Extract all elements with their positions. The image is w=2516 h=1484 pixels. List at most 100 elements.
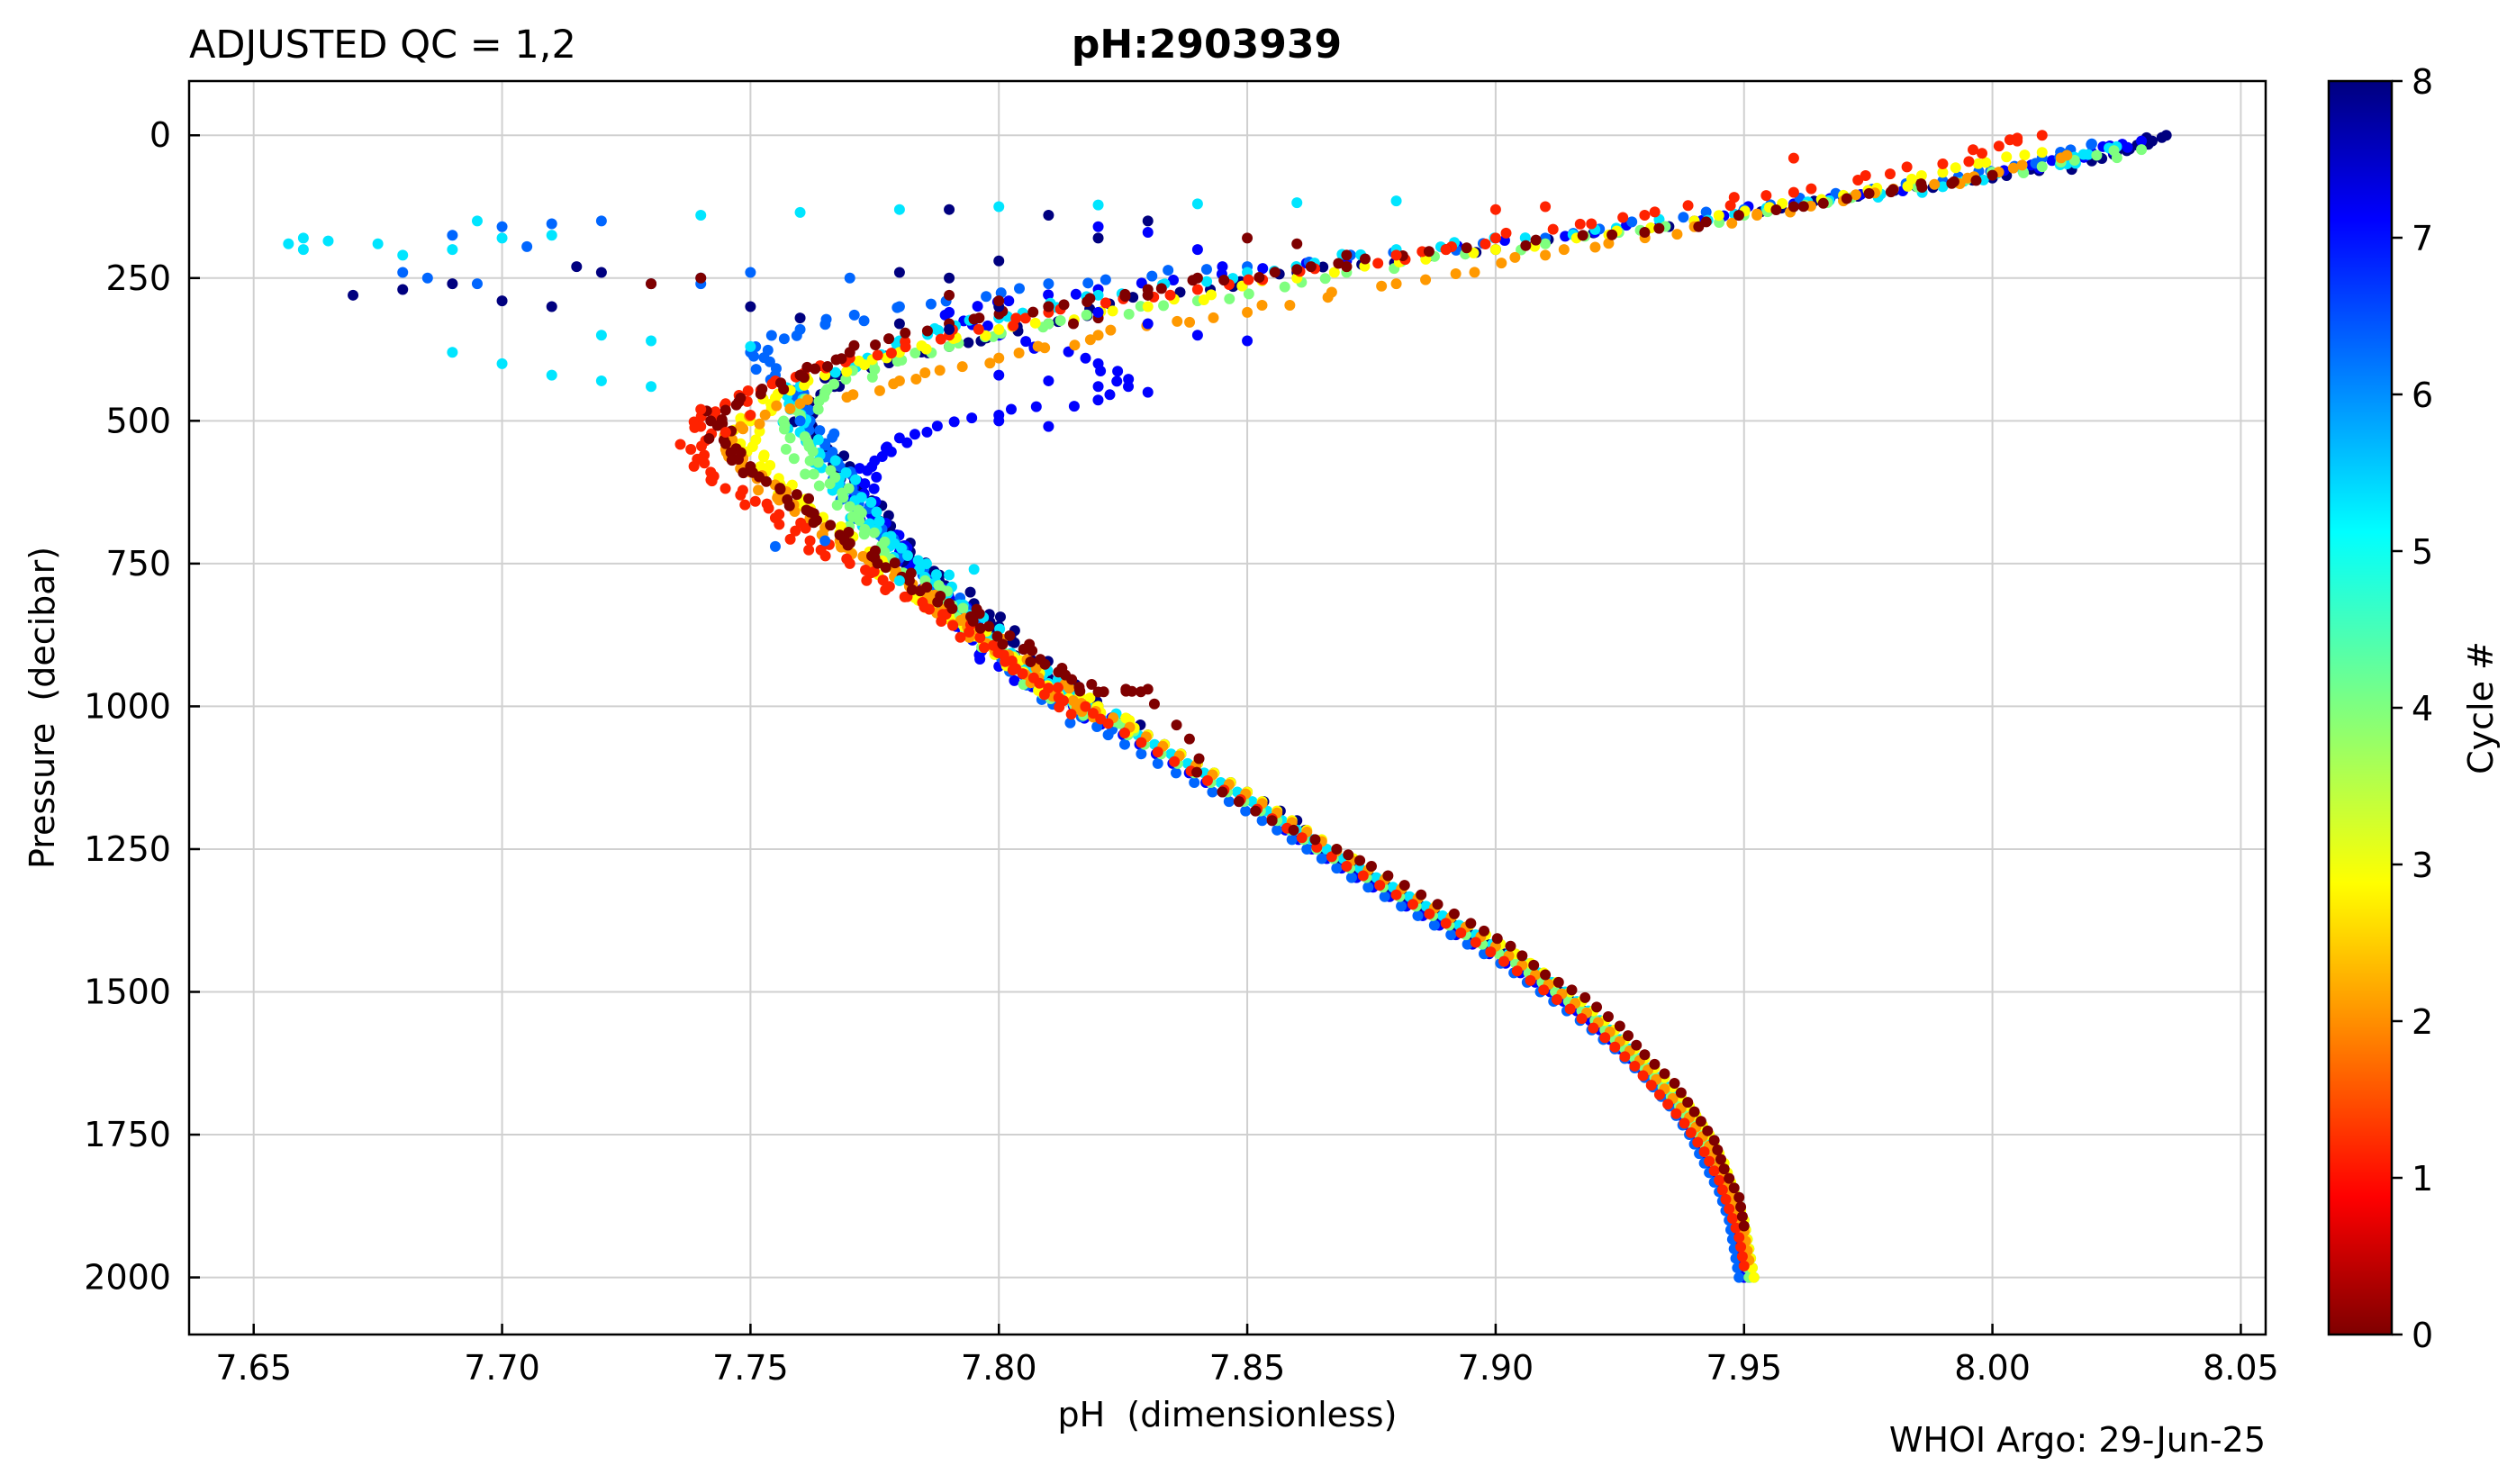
- data-point: [771, 400, 783, 412]
- data-point: [1465, 918, 1477, 929]
- data-point: [973, 608, 985, 620]
- data-point: [804, 535, 816, 547]
- data-point: [858, 529, 870, 540]
- data-point: [978, 642, 990, 654]
- data-point: [730, 399, 742, 411]
- data-point: [703, 432, 715, 444]
- data-point: [2156, 131, 2168, 143]
- data-point: [1787, 186, 1799, 198]
- data-point: [720, 438, 731, 449]
- data-point: [1645, 1080, 1657, 1091]
- data-point: [1970, 175, 1982, 186]
- data-point: [841, 366, 853, 377]
- data-point: [1081, 309, 1092, 321]
- data-point: [1025, 656, 1036, 667]
- data-point: [955, 615, 966, 627]
- data-point: [711, 420, 723, 431]
- data-point: [837, 492, 849, 503]
- data-point: [1653, 222, 1665, 234]
- data-point: [778, 333, 790, 345]
- data-point: [1374, 880, 1386, 891]
- data-point: [750, 364, 762, 376]
- data-point: [1724, 1172, 1735, 1184]
- data-point: [872, 349, 883, 361]
- data-point: [546, 218, 557, 230]
- data-point: [1609, 1041, 1621, 1053]
- data-point: [788, 453, 800, 465]
- data-point: [893, 267, 905, 278]
- data-point: [1007, 665, 1018, 676]
- data-point: [1733, 1191, 1745, 1203]
- data-point: [1577, 230, 1588, 241]
- data-point: [1043, 421, 1054, 432]
- y-axis-label: Pressure (decibar): [23, 547, 62, 869]
- data-point: [1198, 294, 1209, 306]
- data-point: [944, 569, 955, 581]
- data-point: [1390, 249, 1402, 261]
- data-point: [1704, 1155, 1715, 1167]
- colorbar-tick-label: 2: [2412, 1002, 2433, 1042]
- data-point: [1301, 843, 1313, 855]
- data-point: [804, 455, 816, 466]
- data-point: [1253, 271, 1265, 283]
- data-point: [1243, 274, 1254, 285]
- data-point: [1286, 834, 1298, 846]
- data-point: [1331, 863, 1343, 874]
- chart-title: pH:2903939: [1072, 22, 1342, 68]
- data-point: [397, 249, 409, 261]
- data-point: [1432, 899, 1444, 910]
- data-point: [1322, 292, 1334, 303]
- data-point: [1242, 335, 1253, 347]
- data-point: [735, 489, 747, 501]
- data-point: [1787, 152, 1799, 164]
- data-point: [1738, 1220, 1750, 1232]
- data-point: [1551, 993, 1562, 1005]
- data-point: [956, 361, 968, 373]
- data-point: [1469, 267, 1480, 278]
- data-point: [763, 502, 774, 514]
- data-point: [1167, 275, 1179, 286]
- data-point: [2007, 162, 2019, 174]
- data-point: [1602, 1010, 1614, 1022]
- data-point: [1027, 306, 1039, 318]
- data-point: [865, 496, 877, 508]
- data-point: [1614, 1020, 1625, 1032]
- data-point: [1841, 193, 1852, 204]
- data-point: [925, 298, 937, 310]
- data-point: [1760, 190, 1772, 202]
- data-point: [2091, 149, 2103, 161]
- data-point: [800, 522, 811, 534]
- data-point: [825, 520, 837, 531]
- data-point: [1863, 187, 1875, 199]
- data-point: [1693, 221, 1705, 232]
- data-point: [496, 295, 508, 307]
- data-point: [1735, 1201, 1747, 1213]
- data-point: [1163, 265, 1174, 276]
- data-point: [1034, 677, 1045, 689]
- data-point: [1379, 891, 1390, 902]
- data-point: [850, 474, 862, 485]
- data-point: [957, 602, 969, 614]
- data-point: [1183, 733, 1195, 745]
- data-point: [1328, 267, 1340, 278]
- data-point: [1950, 162, 1961, 174]
- data-point: [1086, 679, 1098, 691]
- data-point: [1019, 312, 1031, 324]
- data-point: [1671, 229, 1683, 240]
- credit-label: WHOI Argo: 29-Jun-25: [1889, 1420, 2266, 1460]
- data-point: [1591, 1001, 1603, 1013]
- title-param: pH: [1072, 22, 1133, 68]
- data-point: [1619, 1051, 1631, 1063]
- data-point: [1937, 167, 1949, 178]
- data-point: [2016, 159, 2028, 171]
- data-point: [1603, 238, 1615, 249]
- data-point: [2019, 149, 2031, 161]
- data-point: [1362, 882, 1374, 893]
- data-point: [1169, 756, 1181, 767]
- data-point: [813, 395, 825, 407]
- data-point: [944, 272, 955, 284]
- data-point: [1629, 1060, 1641, 1072]
- data-point: [1558, 244, 1570, 256]
- colorbar-tick-label: 3: [2412, 846, 2433, 885]
- data-point: [1191, 244, 1203, 256]
